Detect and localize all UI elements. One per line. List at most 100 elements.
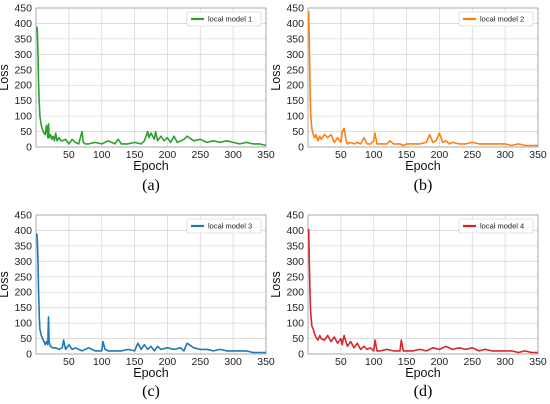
y-tick-label: 250	[286, 64, 304, 76]
y-tick-label: 250	[286, 271, 304, 283]
series-line-1	[307, 11, 538, 147]
legend-box	[186, 11, 262, 27]
x-tick-label: 200	[159, 149, 177, 161]
y-tick-label: 100	[14, 111, 32, 123]
legend-box	[186, 218, 262, 234]
y-tick-label: 450	[286, 3, 304, 15]
y-axis-label: Loss	[269, 271, 283, 297]
legend-entry: local model 1	[208, 15, 252, 24]
chart-panel-c: 0 50 100 150 200 250 300 350 400 450 50 100 150 200 25…	[0, 210, 275, 401]
x-tick-label: 200	[431, 149, 449, 161]
plot-area	[36, 8, 266, 147]
plot-area	[36, 215, 266, 354]
plot-area	[308, 8, 538, 147]
y-tick-label: 0	[298, 142, 304, 154]
x-tick-label: 350	[529, 149, 547, 161]
y-tick-label: 400	[14, 225, 32, 237]
x-tick-label: 250	[192, 149, 210, 161]
y-tick-label: 100	[286, 111, 304, 123]
x-tick-label: 250	[192, 356, 210, 368]
y-axis-label: Loss	[269, 64, 283, 90]
y-axis-label: Loss	[0, 271, 11, 297]
x-tick-label: 100	[365, 149, 383, 161]
legend: local model 1	[186, 11, 262, 27]
x-axis-label: Epoch	[133, 366, 168, 380]
axes-frame	[307, 7, 539, 148]
y-tick-label: 100	[14, 318, 32, 330]
y-tick-label: 400	[286, 225, 304, 237]
panel-caption: (a)	[142, 177, 160, 194]
x-axis-label: Epoch	[405, 366, 440, 380]
x-tick-label: 250	[464, 149, 482, 161]
y-tick-label: 150	[14, 302, 32, 314]
y-tick-label: 50	[292, 333, 304, 345]
panel-caption: (d)	[414, 383, 433, 400]
legend-box	[458, 11, 534, 27]
plot-area	[308, 215, 538, 354]
legend: local model 3	[186, 218, 262, 234]
y-tick-label: 0	[298, 349, 304, 361]
y-tick-label: 50	[20, 126, 32, 138]
series-line-1	[35, 26, 267, 147]
legend-entry: local model 4	[480, 222, 524, 231]
y-tick-label: 300	[14, 49, 32, 61]
x-tick-label: 350	[257, 149, 275, 161]
y-tick-label: 100	[286, 318, 304, 330]
x-tick-label: 150	[398, 356, 416, 368]
y-tick-label: 200	[286, 287, 304, 299]
x-tick-label: 250	[464, 356, 482, 368]
x-axis-label: Epoch	[405, 159, 440, 173]
legend-entry: local model 2	[480, 15, 524, 24]
y-tick-label: 350	[286, 240, 304, 252]
y-tick-label: 450	[14, 210, 32, 222]
x-tick-label: 300	[496, 149, 514, 161]
legend-box	[458, 218, 534, 234]
panel-caption: (c)	[142, 383, 160, 400]
y-tick-label: 50	[292, 126, 304, 138]
legend: local model 2	[458, 11, 534, 27]
x-tick-label: 50	[335, 149, 347, 161]
series-line-1	[35, 233, 266, 354]
y-tick-label: 300	[286, 49, 304, 61]
x-tick-label: 100	[93, 356, 111, 368]
series-line-1	[307, 228, 538, 354]
x-tick-label: 50	[63, 356, 75, 368]
y-tick-label: 350	[14, 33, 32, 45]
legend: local model 4	[458, 218, 534, 234]
x-tick-label: 350	[257, 356, 275, 368]
y-tick-label: 0	[26, 349, 32, 361]
y-tick-label: 250	[14, 271, 32, 283]
axes-frame	[35, 7, 267, 148]
x-tick-label: 200	[431, 356, 449, 368]
y-tick-label: 450	[286, 210, 304, 222]
x-tick-label: 100	[93, 149, 111, 161]
x-tick-label: 50	[335, 356, 347, 368]
y-tick-label: 200	[14, 80, 32, 92]
y-tick-label: 400	[14, 18, 32, 30]
y-tick-label: 150	[14, 95, 32, 107]
x-axis-label: Epoch	[133, 159, 168, 173]
legend-entry: local model 3	[208, 222, 252, 231]
y-axis-label: Loss	[0, 64, 11, 90]
axes-frame	[35, 214, 267, 355]
x-tick-label: 300	[224, 149, 242, 161]
x-tick-label: 50	[63, 149, 75, 161]
panel-caption: (b)	[414, 177, 433, 194]
y-tick-label: 300	[286, 256, 304, 268]
y-tick-label: 300	[14, 256, 32, 268]
chart-panel-b: 0 50 100 150 200 250 300 350 400 450 50 100 150 200 25…	[269, 3, 547, 195]
y-tick-label: 250	[14, 64, 32, 76]
y-tick-label: 400	[286, 18, 304, 30]
y-tick-label: 150	[286, 95, 304, 107]
y-tick-label: 450	[14, 3, 32, 15]
x-tick-label: 200	[159, 356, 177, 368]
y-tick-label: 150	[286, 302, 304, 314]
y-tick-label: 200	[14, 287, 32, 299]
x-tick-label: 100	[365, 356, 383, 368]
y-tick-label: 50	[20, 333, 32, 345]
x-tick-label: 150	[398, 149, 416, 161]
x-tick-label: 300	[496, 356, 514, 368]
chart-panel-d: 0 50 100 150 200 250 300 350 400 450 50 100 150 200 25…	[269, 210, 547, 401]
y-tick-label: 350	[286, 33, 304, 45]
